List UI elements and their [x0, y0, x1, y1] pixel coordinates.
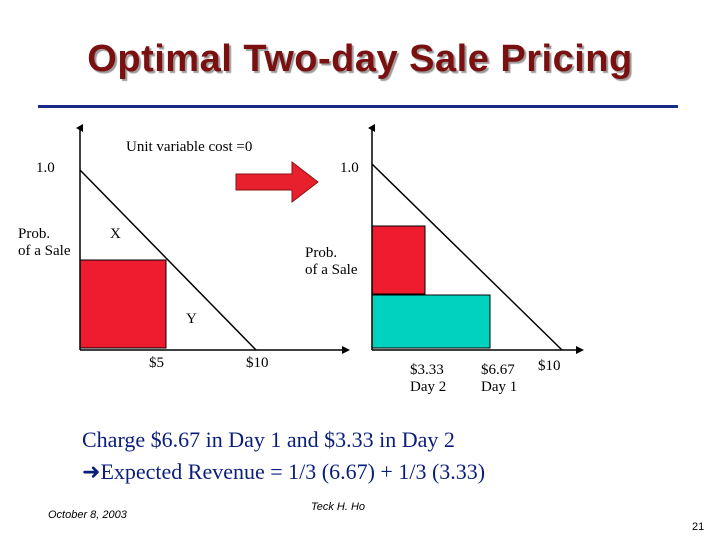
right-day2-rect: [371, 294, 491, 349]
right-y-axis-label: Prob. of a Sale: [305, 245, 358, 278]
right-tick-day2: $3.33 Day 2: [410, 362, 447, 395]
left-y-axis-label: Prob. of a Sale: [18, 226, 71, 259]
slide-title: Optimal Two-day Sale Pricing: [87, 38, 633, 80]
right-tick-10: $10: [538, 358, 561, 374]
left-tick-10: $10: [246, 355, 269, 371]
conclusion-line-1: Charge $6.67 in Day 1 and $3.33 in Day 2: [82, 427, 455, 452]
left-point-x-label: X: [110, 226, 121, 242]
transition-arrow: [235, 160, 319, 204]
right-y-max-label: 1.0: [340, 160, 359, 176]
left-revenue-rect: [79, 259, 167, 349]
footer-author: Teck H. Ho: [311, 501, 366, 513]
page-number: 21: [692, 521, 705, 533]
right-tick-day1: $6.67 Day 1: [481, 362, 518, 395]
right-day1-rect: [371, 225, 426, 295]
left-tick-5: $5: [149, 355, 164, 371]
left-y-max-label: 1.0: [36, 160, 55, 176]
cost-note: Unit variable cost =0: [126, 139, 253, 155]
left-demand-line: [79, 169, 257, 351]
right-demand-line: [371, 163, 563, 351]
right-arrow-icon: ➜: [82, 459, 101, 484]
title-underline: [38, 105, 678, 108]
left-point-y-label: Y: [186, 311, 197, 327]
footer-date: October 8, 2003: [48, 509, 127, 521]
conclusion-line-2: ➜Expected Revenue = 1/3 (6.67) + 1/3 (3.…: [82, 459, 486, 484]
